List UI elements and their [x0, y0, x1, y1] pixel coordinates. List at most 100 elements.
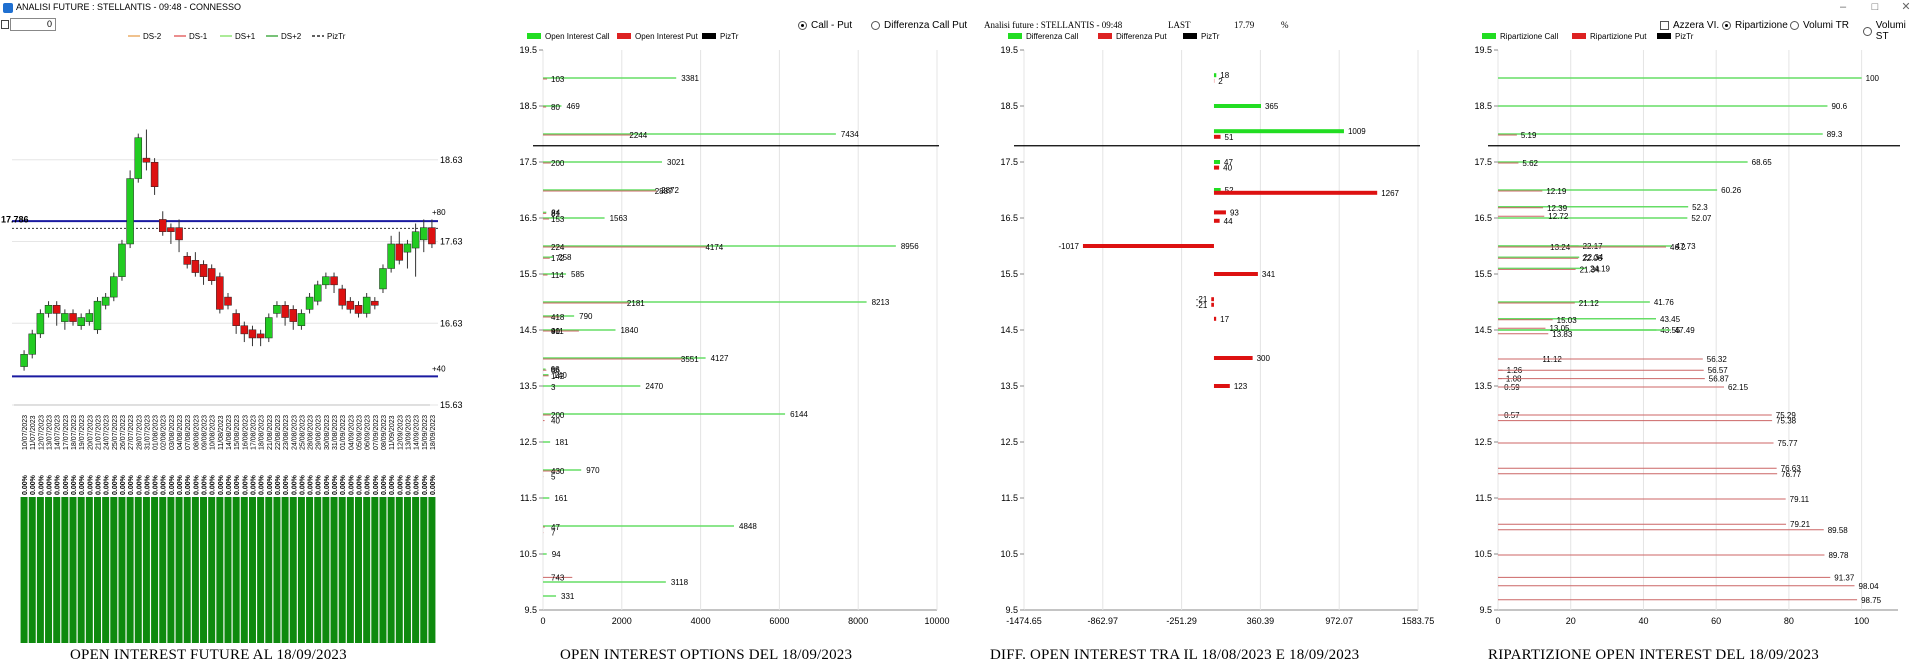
window-titlebar: ANALISI FUTURE : STELLANTIS - 09:48 - CO…	[0, 0, 1920, 16]
future-legend-label: DS+1	[235, 32, 256, 41]
diff-y-tick: 15.5	[1000, 269, 1018, 279]
rip-put-label: 79.11	[1790, 495, 1810, 504]
future-pct-label: 0.00%	[340, 474, 347, 495]
future-volume-bar	[257, 497, 265, 643]
future-date-label: 06/09/2023	[365, 415, 372, 450]
future-volume-bar	[420, 497, 428, 643]
value-input[interactable]: 0	[10, 18, 56, 31]
diff-put-label: 17	[1220, 315, 1229, 324]
future-date-label: 08/09/2023	[381, 415, 388, 450]
radio-call-put[interactable]: Call - Put	[798, 20, 852, 31]
future-candle	[101, 296, 110, 306]
future-pct-label: 0.00%	[226, 474, 233, 495]
radio-volumi-tr[interactable]: Volumi TR	[1790, 20, 1849, 31]
future-date-label: 27/07/2023	[128, 415, 135, 450]
future-pct-label: 0.00%	[161, 474, 168, 495]
window-title: ANALISI FUTURE : STELLANTIS - 09:48 - CO…	[16, 2, 242, 12]
azzera-checkbox[interactable]: Azzera VI.	[1660, 20, 1719, 31]
future-candle	[428, 227, 436, 245]
toggle-checkbox[interactable]	[1, 20, 9, 29]
future-candle	[118, 243, 126, 277]
future-volume-bar	[200, 497, 208, 643]
future-volume-bar	[134, 497, 142, 643]
options-y-tick: 11.5	[520, 493, 537, 503]
last-label: LAST	[1168, 20, 1191, 30]
future-legend-label: DS+2	[281, 32, 302, 41]
future-date-label: 29/08/2023	[316, 415, 323, 450]
future-volume-bar	[403, 497, 411, 643]
rip-put-label: 12.19	[1546, 187, 1567, 196]
diff-legend-swatch	[1008, 33, 1022, 39]
diff-put-bar	[1213, 190, 1378, 195]
future-candle	[175, 227, 183, 241]
radio-volumi-st[interactable]: Volumi ST	[1863, 20, 1920, 42]
future-volume-bar	[297, 497, 305, 643]
options-y-tick: 10.5	[519, 549, 537, 559]
options-call-label: 66	[551, 365, 560, 374]
diff-put-label: 2	[1218, 77, 1223, 86]
future-candle	[248, 329, 257, 339]
future-volume-bar	[273, 497, 281, 643]
rip-put-label: 13.05	[1549, 324, 1570, 333]
diff-y-tick: 11.5	[1001, 493, 1018, 503]
future-candle	[77, 317, 85, 326]
rip-put-label: 75.29	[1776, 411, 1797, 420]
maximize-button[interactable]: □	[1871, 1, 1879, 13]
future-date-label: 14/09/2023	[414, 415, 421, 450]
radio-call-put-dot[interactable]	[798, 21, 807, 30]
future-candle	[322, 276, 330, 286]
diff-legend-label: Differenza Call	[1026, 32, 1079, 41]
future-pct-label: 0.00%	[332, 474, 339, 495]
azzera-checkbox-box[interactable]	[1660, 21, 1669, 30]
options-call-label: 8213	[872, 298, 890, 307]
radio-diff-call-put-dot[interactable]	[871, 21, 880, 30]
future-date-label: 19/07/2023	[79, 415, 86, 450]
future-candle	[61, 313, 69, 322]
diff-y-tick: 14.5	[1000, 325, 1018, 335]
radio-ripartizione-dot[interactable]	[1722, 21, 1731, 30]
options-put-label: 200	[551, 411, 565, 420]
options-legend-label: PizTr	[720, 32, 739, 41]
future-volume-bar	[265, 497, 273, 643]
options-call-label: 1840	[620, 326, 638, 335]
options-y-tick: 16.5	[519, 213, 537, 223]
future-pct-label: 0.00%	[430, 474, 437, 495]
diff-put-label: 40	[1223, 164, 1232, 173]
diff-x-tick: 972.07	[1325, 616, 1353, 626]
radio-diff-call-put[interactable]: Differenza Call Put	[871, 20, 967, 31]
future-pct-label: 0.00%	[153, 474, 160, 495]
future-candle	[338, 288, 346, 306]
future-date-label: 20/07/2023	[87, 415, 94, 450]
future-volume-bar	[412, 497, 420, 643]
future-legend-label: DS-1	[189, 32, 208, 41]
future-pct-label: 0.00%	[128, 474, 135, 495]
future-pct-label: 0.00%	[210, 474, 217, 495]
options-y-tick: 17.5	[519, 157, 537, 167]
future-volume-bar	[118, 497, 126, 643]
future-y-label: 15.63	[440, 400, 463, 410]
future-date-label: 07/09/2023	[373, 415, 380, 450]
future-pct-label: 0.00%	[47, 474, 54, 495]
radio-volumi-st-dot[interactable]	[1863, 26, 1872, 36]
future-volume-bar	[102, 497, 110, 643]
rip-legend-swatch	[1482, 33, 1496, 39]
options-call-label: 469	[566, 102, 580, 111]
future-candle	[281, 305, 289, 318]
future-volume-bar	[85, 497, 93, 643]
rip-call-label: 52.3	[1692, 203, 1708, 212]
radio-volumi-tr-dot[interactable]	[1790, 21, 1799, 30]
future-date-label: 07/08/2023	[185, 415, 192, 450]
radio-ripartizione[interactable]: Ripartizione	[1722, 20, 1788, 31]
rip-y-tick: 15.5	[1474, 269, 1492, 279]
close-button[interactable]: ✕	[1901, 1, 1911, 13]
future-volume-bar	[281, 497, 289, 643]
future-pct-label: 0.00%	[202, 474, 209, 495]
minimize-button[interactable]: –	[1839, 1, 1847, 13]
rip-call-label: 100	[1866, 74, 1880, 83]
future-date-label: 18/09/2023	[430, 415, 437, 450]
future-pct-label: 0.00%	[299, 474, 306, 495]
future-candle	[313, 284, 322, 302]
options-put-label: 80	[551, 103, 560, 112]
future-band-label-lower: +40	[432, 364, 446, 373]
